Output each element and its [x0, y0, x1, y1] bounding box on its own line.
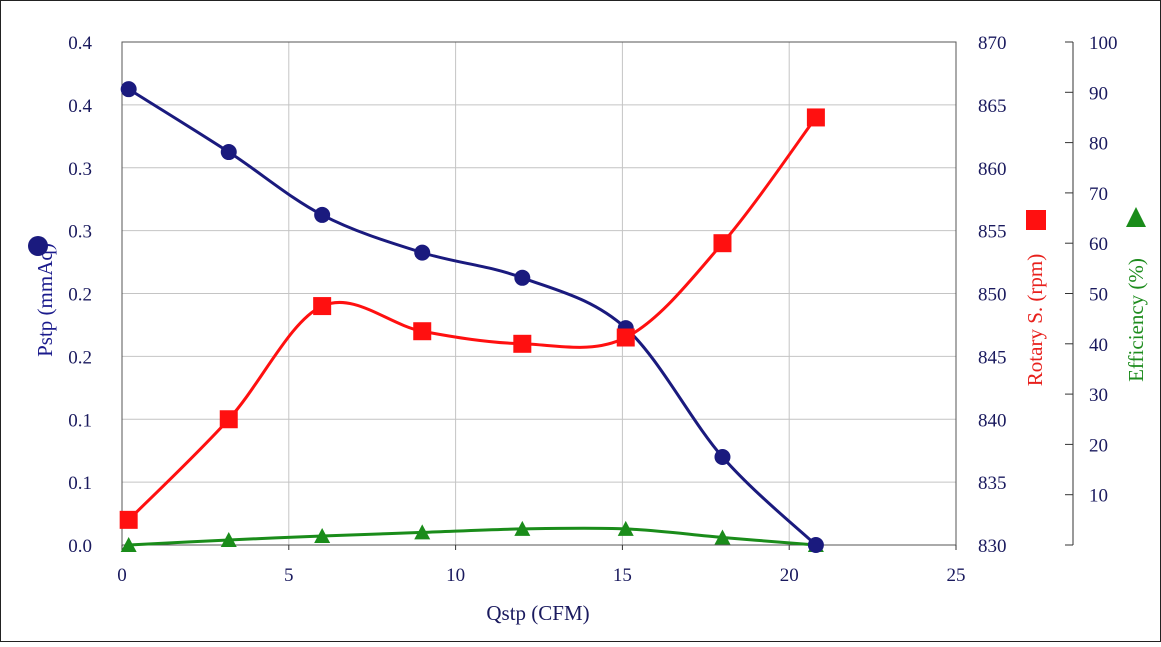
left-tick-label: 0.1 — [68, 473, 92, 494]
x-tick-label: 5 — [284, 565, 294, 586]
x-tick-label: 15 — [613, 565, 632, 586]
data-point-square — [313, 297, 332, 316]
right1-tick-label: 855 — [978, 222, 1007, 243]
data-point-triangle — [314, 527, 331, 543]
data-point-triangle — [220, 531, 237, 547]
data-point-square — [413, 322, 432, 341]
left-tick-label: 0.4 — [68, 33, 92, 54]
right1-tick-label: 860 — [978, 159, 1007, 180]
right1-axis-title: Rotary S. (rpm) — [1023, 254, 1047, 386]
right1-tick-label: 850 — [978, 285, 1007, 306]
data-point-triangle — [514, 520, 531, 536]
data-point-square — [713, 234, 732, 253]
x-tick-label: 25 — [947, 565, 966, 586]
left-tick-label: 0.2 — [68, 285, 92, 306]
x-axis-title: Qstp (CFM) — [486, 601, 589, 625]
right2-tick-label: 40 — [1089, 335, 1108, 356]
left-tick-label: 0.2 — [68, 347, 92, 368]
right1-tick-label: 830 — [978, 536, 1007, 557]
data-point-circle — [514, 269, 531, 286]
right1-tick-label: 835 — [978, 473, 1007, 494]
x-tick-label: 20 — [780, 565, 799, 586]
right1-tick-label: 865 — [978, 96, 1007, 117]
right1-axis-legend-square — [1026, 210, 1046, 230]
right2-tick-label: 70 — [1089, 184, 1108, 205]
data-point-square — [806, 108, 825, 127]
left-tick-label: 0.3 — [68, 222, 92, 243]
left-axis-title: Pstp (mmAq) — [33, 243, 57, 357]
data-point-circle — [807, 537, 824, 553]
data-point-circle — [220, 144, 237, 161]
axis-labels: Qstp (CFM) Pstp (mmAq) Rotary S. (rpm) E… — [28, 207, 1148, 625]
right1-tick-label: 845 — [978, 347, 1007, 368]
right2-tick-label: 10 — [1089, 486, 1108, 507]
left-tick-label: 0.4 — [68, 96, 92, 117]
right2-axis-title: Efficiency (%) — [1124, 258, 1148, 382]
right1-tick-label: 870 — [978, 33, 1007, 54]
right2-tick-label: 100 — [1089, 33, 1118, 54]
data-point-circle — [414, 244, 431, 261]
x-tick-label: 10 — [446, 565, 465, 586]
data-point-square — [616, 328, 635, 347]
data-point-circle — [314, 206, 331, 223]
left-axis-legend-circle — [28, 236, 48, 256]
plot-frame — [121, 41, 957, 546]
left-tick-label: 0.0 — [68, 536, 92, 557]
right2-tick-label: 90 — [1089, 83, 1108, 104]
right2-axis-legend-triangle — [1126, 207, 1146, 227]
left-tick-label: 0.1 — [68, 410, 92, 431]
data-point-triangle — [414, 524, 431, 540]
right2-tick-label: 20 — [1089, 435, 1108, 456]
left-tick-label: 0.3 — [68, 159, 92, 180]
data-point-square — [513, 334, 532, 353]
right2-tick-label: 50 — [1089, 285, 1108, 306]
data-point-triangle — [617, 520, 634, 536]
x-tick-label: 0 — [117, 565, 127, 586]
data-point-square — [119, 510, 138, 529]
right2-tick-label: 30 — [1089, 385, 1108, 406]
data-point-triangle — [714, 529, 731, 545]
data-point-triangle — [120, 537, 137, 552]
series — [119, 81, 825, 553]
axes: 0 5 10 15 20 25 0.0 0.1 0.1 0.2 0.2 0.3 0.3 0.4 0.4 830… — [68, 33, 1117, 586]
data-point-circle — [120, 81, 137, 98]
right1-tick-label: 840 — [978, 410, 1007, 431]
right2-tick-label: 80 — [1089, 134, 1108, 155]
data-point-circle — [714, 448, 731, 465]
series-line-right2 — [128, 526, 817, 547]
right2-tick-label: 60 — [1089, 234, 1108, 255]
data-point-square — [219, 410, 238, 429]
